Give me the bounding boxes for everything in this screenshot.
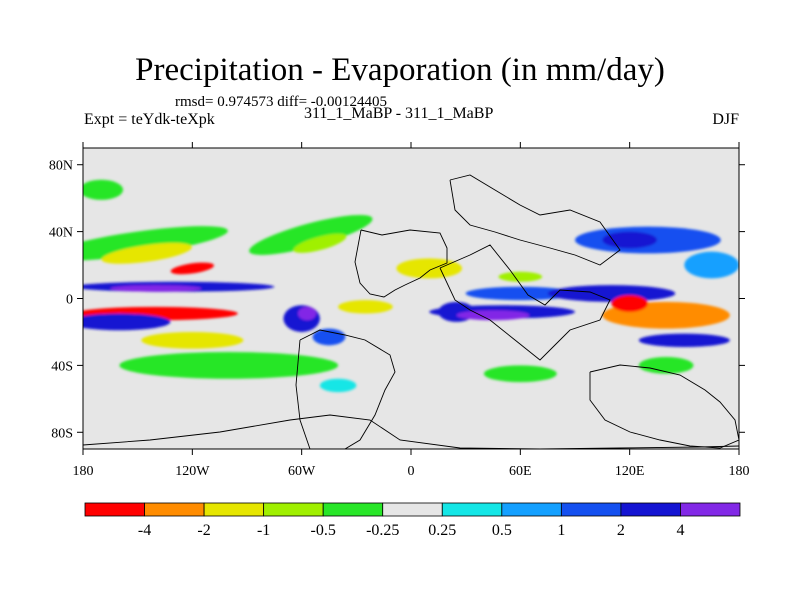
colorbar-label: -4 — [138, 522, 151, 539]
colorbar: -4 -2 -1 -0.5 -0.25 0.25 0.5 1 2 4 — [84, 502, 741, 539]
colorbar-label: 0.5 — [492, 522, 512, 539]
contour-region-southern-ocean-band — [119, 352, 339, 379]
colorbar-swatch — [322, 502, 384, 517]
chart-title: Precipitation - Evaporation (in mm/day) — [135, 52, 665, 88]
colorbar-label: 1 — [557, 522, 565, 539]
colorbar-label: -1 — [257, 522, 270, 539]
y-tick-label: 80S — [51, 426, 73, 441]
y-tick-label: 80N — [49, 159, 73, 174]
y-axis: 80N 40N 0 40S 80S — [49, 159, 745, 441]
colorbar-label: 0.25 — [428, 522, 456, 539]
x-tick-label: 60E — [509, 464, 532, 479]
contour-region-north-pacific-east — [684, 251, 739, 279]
y-tick-label: 0 — [66, 293, 73, 308]
contour-region-kuroshio-core — [602, 231, 658, 249]
colorbar-label: 4 — [676, 522, 684, 539]
x-tick-label: 0 — [408, 464, 415, 479]
colorbar-label: 2 — [617, 522, 625, 539]
x-tick-label: 180 — [729, 464, 750, 479]
contour-region-indian-ocean-equatorial — [465, 286, 575, 301]
contour-region-southern-indian-ocean — [483, 365, 557, 383]
colorbar-swatch — [441, 502, 503, 517]
contour-region-south-pacific-dry-belt — [141, 331, 244, 349]
contour-region-south-pacific-convergence — [83, 313, 171, 331]
x-tick-label: 120W — [175, 464, 210, 479]
colorbar-swatch — [680, 502, 741, 517]
contour-region-pacific-itcz-core — [110, 285, 202, 292]
rmsd-diff-stats: rmsd= 0.974573 diff= -0.00124405 — [175, 94, 388, 110]
contour-region-north-atlantic-storm-track — [249, 214, 373, 255]
run-comparison-label: 311_1_MaBP - 311_1_MaBP — [304, 105, 494, 122]
contour-region-maritime-continent — [547, 285, 676, 302]
x-tick-label: 120E — [615, 464, 645, 479]
colorbar-swatch — [263, 502, 324, 517]
colorbar-swatch — [560, 502, 622, 517]
colorbar-label: -2 — [197, 522, 210, 539]
contour-region-australia-wet — [638, 357, 694, 374]
contour-region-africa-sahara-dry — [396, 258, 463, 279]
colorbar-label: -0.25 — [366, 522, 399, 539]
x-tick-label: 180 — [73, 464, 94, 479]
contour-region-north-atlantic-core — [293, 233, 347, 253]
colorbar-swatch — [620, 502, 681, 517]
africa-coastline — [354, 229, 448, 298]
south-america-coastline — [295, 329, 396, 449]
colorbar-label: -0.5 — [311, 522, 336, 539]
contour-region-arctic-north — [83, 179, 124, 200]
contour-region-north-pacific-storm-track-core — [101, 242, 192, 264]
season-label: DJF — [712, 111, 739, 128]
contour-region-north-pacific-dry-core — [170, 262, 214, 275]
x-tick-label: 60W — [288, 464, 316, 479]
contour-region-south-america-east — [312, 328, 346, 346]
colorbar-swatch — [144, 502, 205, 517]
colorbar-swatch — [501, 502, 562, 517]
contour-region-arabian-dry — [498, 271, 543, 282]
colorbar-swatch — [84, 502, 145, 517]
contour-region-north-pacific-storm-track — [83, 226, 228, 261]
contour-region-pacific-south-itcz — [638, 333, 730, 347]
colorbar-swatch — [382, 502, 443, 517]
contour-region-indian-ocean-itcz-core — [456, 310, 530, 321]
eurasia-south-coastline — [439, 244, 611, 361]
experiment-label: Expt = teYdk-teXpk — [84, 111, 215, 128]
coastlines — [83, 174, 739, 449]
contour-region-equatorial-atlantic — [338, 300, 393, 314]
contour-region-amazon-wet-core — [298, 306, 317, 321]
contour-region-western-pacific-dry-core — [611, 295, 648, 312]
australia-coastline — [589, 364, 739, 449]
eurasia-north-coastline — [449, 174, 621, 266]
x-axis: 180 120W 60W 0 60E 120E 180 — [73, 142, 750, 479]
y-tick-label: 40S — [51, 359, 73, 374]
antarctica-coastline — [83, 414, 739, 449]
contour-region-south-atlantic-wet — [319, 378, 357, 393]
contour-regions — [83, 179, 739, 393]
colorbar-swatch — [203, 502, 265, 517]
y-tick-label: 40N — [49, 226, 73, 241]
